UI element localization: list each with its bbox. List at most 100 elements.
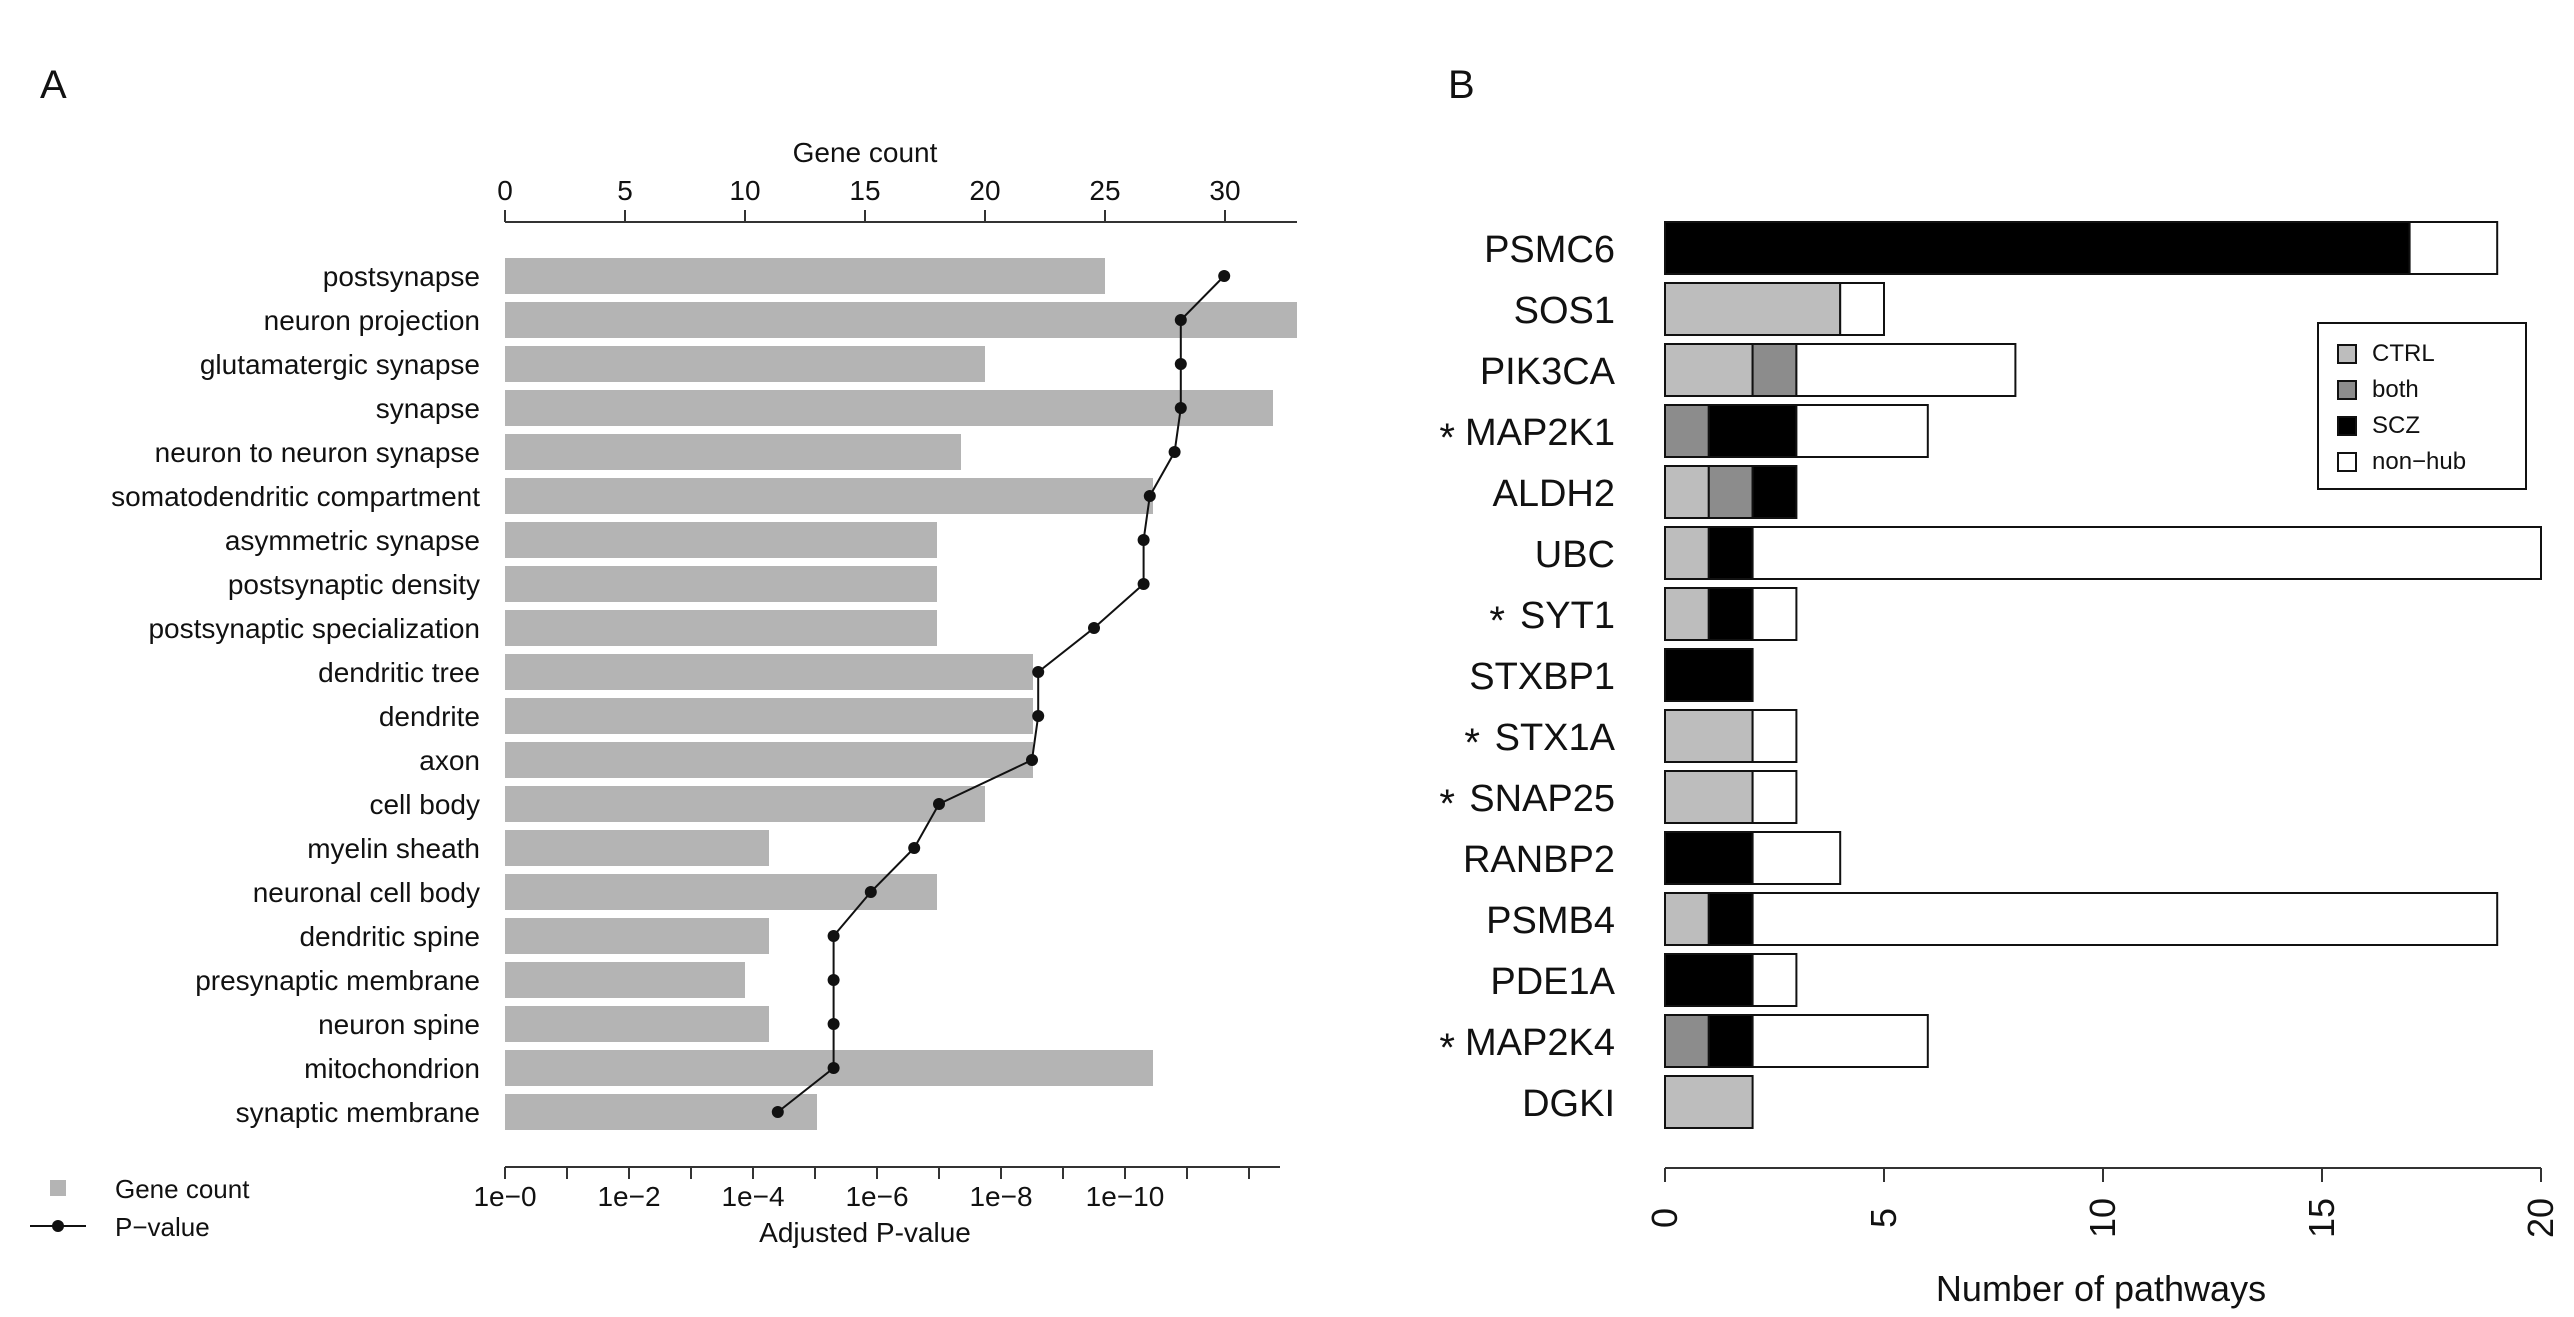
- gene-count-tick-label: 0: [497, 175, 513, 206]
- hub-star-marker: *: [1439, 1026, 1455, 1070]
- pathway-bar-segment: [1664, 1014, 1710, 1068]
- go-term-label: dendrite: [379, 701, 480, 732]
- go-term-label: postsynapse: [323, 261, 480, 292]
- pvalue-point: [1174, 358, 1187, 370]
- pathway-bar-segment: [1751, 831, 1842, 885]
- gene-count-bar: [505, 918, 769, 954]
- pvalue-point: [1032, 666, 1045, 678]
- pvalue-point: [1026, 754, 1038, 766]
- go-term-label: neuronal cell body: [253, 877, 480, 908]
- go-term-label: synapse: [376, 393, 480, 424]
- pvalue-point: [1218, 270, 1231, 282]
- pathway-bar-segment: [1707, 404, 1798, 458]
- gene-count-tick-label: 10: [729, 175, 760, 206]
- pathway-bar-segment: [1795, 404, 1929, 458]
- gene-count-bar: [505, 390, 1273, 426]
- pathway-bar-segment: [1664, 770, 1754, 824]
- pathway-bar-segment: [1839, 282, 1885, 336]
- panel-label-b: B: [1448, 63, 1475, 107]
- legend-gene-count-label: Gene count: [115, 1174, 250, 1204]
- gene-count-bar: [505, 1094, 817, 1130]
- gene-count-bar: [505, 434, 961, 470]
- gene-label: STX1A: [1495, 717, 1616, 759]
- go-term-label: asymmetric synapse: [225, 525, 480, 556]
- gene-count-bar: [505, 962, 745, 998]
- go-term-label: dendritic tree: [318, 657, 480, 688]
- gene-label: PSMB4: [1486, 900, 1615, 942]
- gene-count-bar: [505, 522, 937, 558]
- gene-label: STXBP1: [1469, 656, 1615, 698]
- gene-label: PDE1A: [1490, 961, 1615, 1003]
- legend-pvalue-label: P−value: [115, 1212, 210, 1242]
- legend-label: CTRL: [2372, 340, 2435, 367]
- pathway-bar-segment: [1751, 587, 1798, 641]
- gene-count-bar: [505, 830, 769, 866]
- pathway-bar-segment: [1707, 1014, 1754, 1068]
- gene-count-bar: [505, 566, 937, 602]
- legend-pvalue-point: [52, 1220, 64, 1232]
- pvalue-point: [1174, 402, 1187, 414]
- pvalue-tick-label: 1e−10: [1086, 1181, 1165, 1212]
- pathway-bar-segment: [1751, 892, 2499, 946]
- gene-label: MAP2K4: [1465, 1022, 1615, 1064]
- pathway-bar-segment: [1707, 892, 1754, 946]
- gene-count-bar: [505, 698, 1033, 734]
- pathway-tick-label: 20: [2520, 1198, 2561, 1238]
- pvalue-point: [827, 1062, 840, 1074]
- pathway-bar-segment: [1664, 709, 1754, 763]
- go-term-label: presynaptic membrane: [195, 965, 480, 996]
- legend-swatch: [2337, 344, 2357, 364]
- chart-b-pathways: Number of pathways 0 5 10 15 20 PSMC6 SOS1 PIK3…: [1439, 221, 2561, 1309]
- gene-count-bar: [505, 786, 985, 822]
- pathway-bar-segment: [1707, 526, 1754, 580]
- gene-count-bar: [505, 302, 1297, 338]
- pathway-tick-label: 5: [1863, 1208, 1904, 1228]
- pvalue-point: [827, 930, 840, 942]
- gene-label: SNAP25: [1469, 778, 1615, 820]
- pathway-bar-segment: [1795, 343, 2017, 397]
- pvalue-point: [1174, 314, 1187, 326]
- go-term-label: dendritic spine: [299, 921, 480, 952]
- pvalue-point: [1143, 490, 1156, 502]
- pvalue-line: [777, 275, 1225, 1113]
- pathway-bar-segment: [1751, 709, 1798, 763]
- legend-label: SCZ: [2372, 412, 2420, 439]
- panel-label-a: A: [40, 63, 67, 107]
- pvalue-point: [1137, 578, 1150, 590]
- pathway-bar-segment: [1707, 587, 1754, 641]
- gene-count-bar: [505, 742, 1033, 778]
- gene-count-bar: [505, 1006, 769, 1042]
- pvalue-point: [1088, 622, 1100, 634]
- pathway-bar-segment: [1664, 404, 1710, 458]
- gene-label: SYT1: [1520, 595, 1615, 637]
- gene-label: MAP2K1: [1465, 412, 1615, 454]
- gene-label: PIK3CA: [1480, 351, 1616, 393]
- pathway-bar-segment: [1664, 282, 1842, 336]
- pathway-bar-segment: [1664, 953, 1754, 1007]
- pathway-bar-segment: [1664, 221, 2411, 275]
- pvalue-point: [933, 798, 945, 810]
- chart-b-x-axis-title: Number of pathways: [1936, 1268, 2266, 1309]
- gene-count-bar: [505, 654, 1033, 690]
- hub-star-marker: *: [1489, 599, 1505, 643]
- gene-count-bar: [505, 258, 1105, 294]
- pvalue-point: [908, 842, 921, 854]
- go-term-label: postsynaptic density: [228, 569, 480, 600]
- legend-gene-count-swatch: [50, 1180, 66, 1196]
- legend-swatch: [2337, 452, 2357, 472]
- go-term-label: myelin sheath: [307, 833, 480, 864]
- hub-star-marker: *: [1439, 416, 1455, 460]
- gene-count-tick-label: 15: [849, 175, 880, 206]
- go-term-label: neuron to neuron synapse: [155, 437, 480, 468]
- gene-label: DGKI: [1522, 1083, 1615, 1125]
- chart-a-bottom-axis-title: Adjusted P-value: [759, 1217, 971, 1248]
- pathway-bar-segment: [1664, 892, 1710, 946]
- pathway-tick-label: 10: [2082, 1198, 2123, 1238]
- gene-count-bar: [505, 610, 937, 646]
- pathway-bar-segment: [1664, 526, 1710, 580]
- pathway-bar-segment: [1664, 648, 1754, 702]
- chart-a-top-axis-title: Gene count: [793, 137, 938, 168]
- pvalue-tick-label: 1e−0: [473, 1181, 536, 1212]
- pathway-bar-segment: [2408, 221, 2499, 275]
- pvalue-tick-label: 1e−2: [597, 1181, 660, 1212]
